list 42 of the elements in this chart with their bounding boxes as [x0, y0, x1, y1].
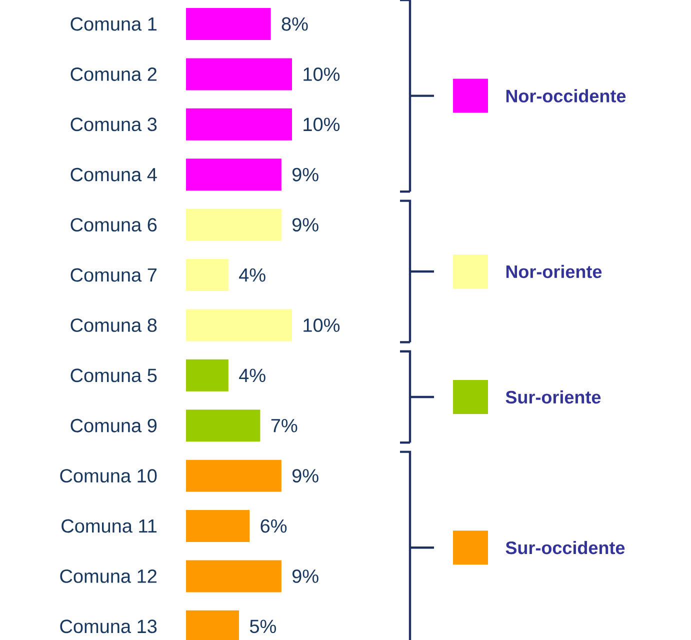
y-tick-label: Comuna 11 — [62, 519, 157, 533]
data-label: 6% — [260, 519, 287, 533]
data-label: 5% — [250, 620, 276, 634]
data-label: 9% — [292, 569, 318, 583]
bar — [186, 8, 271, 40]
y-tick-label: Comuna 12 — [60, 569, 156, 583]
bar — [186, 410, 260, 442]
bar — [186, 108, 292, 140]
y-tick-label: Comuna 3 — [70, 118, 157, 132]
y-tick-label: Comuna 4 — [70, 168, 157, 182]
y-tick-label: Comuna 10 — [60, 469, 157, 483]
data-label: 9% — [292, 168, 318, 182]
y-tick-label: Comuna 5 — [70, 368, 157, 382]
data-label: 10% — [304, 118, 340, 132]
data-label: 9% — [292, 218, 318, 232]
bar — [186, 208, 282, 241]
y-tick-label: Comuna 6 — [70, 218, 157, 232]
data-label: 9% — [292, 469, 318, 483]
legend-label: Nor-oriente — [506, 264, 602, 278]
y-tick-label: Comuna 1 — [70, 17, 157, 31]
legend-label: Nor-occidente — [506, 89, 626, 102]
y-tick-label: Comuna 9 — [70, 418, 157, 432]
data-label: 8% — [282, 17, 308, 31]
data-label: 10% — [304, 318, 340, 332]
y-tick-label: Comuna 2 — [70, 67, 156, 81]
legend-label: Sur-oriente — [506, 390, 601, 404]
y-tick-label: Comuna 7 — [70, 268, 156, 282]
data-label: 7% — [271, 418, 298, 432]
bar — [186, 460, 282, 492]
data-label: 4% — [239, 368, 266, 382]
y-tick-label: Comuna 13 — [60, 620, 157, 634]
bar — [186, 309, 292, 342]
bar — [186, 259, 228, 292]
data-label: 4% — [239, 268, 266, 282]
data-label: 10% — [304, 67, 340, 81]
bar — [186, 359, 228, 392]
y-tick-label: Comuna 8 — [70, 318, 157, 332]
bar — [186, 158, 282, 191]
legend-label: Sur-occidente — [506, 540, 625, 554]
bar — [186, 560, 282, 592]
bar — [186, 58, 292, 90]
bar — [186, 510, 250, 542]
